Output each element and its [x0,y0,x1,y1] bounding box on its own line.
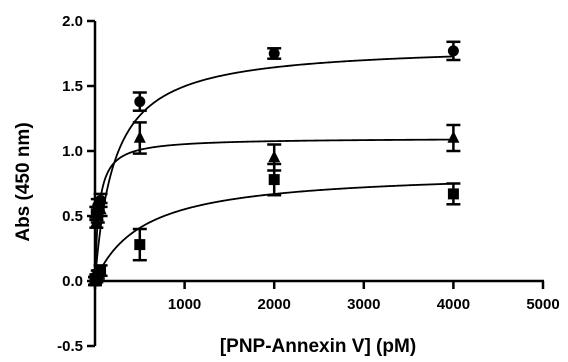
data-point-circle [268,48,280,59]
y-tick-label: -0.5 [57,338,83,355]
x-tick-label: 5000 [526,296,559,313]
data-point-triangle [90,215,103,228]
data-markers [89,45,460,287]
data-point-triangle [447,130,460,143]
x-tick-label: 4000 [437,296,470,313]
y-tick-label: 1.0 [62,143,83,160]
data-point-triangle [268,150,281,163]
x-tick-label: 1000 [168,296,201,313]
data-point-square [447,188,459,200]
y-tick-label: 1.5 [62,78,83,95]
data-point-triangle [94,202,107,215]
fit-curve-square [94,182,454,282]
y-axis-title: Abs (450 nm) [13,122,34,241]
y-tick-label: 0.5 [62,208,83,225]
fit-curve-triangle [94,138,454,281]
data-point-circle [134,96,146,108]
data-point-square [134,239,146,251]
data-point-square [95,265,107,277]
x-axis: 1000 2000 3000 4000 5000 [93,279,560,313]
data-point-triangle [133,130,146,143]
y-tick-label: 2.0 [62,13,83,30]
y-axis: -0.5 0.0 0.5 1.0 1.5 2.0 [57,13,97,355]
y-tick-label: 0.0 [62,273,83,290]
data-point-circle [447,45,459,57]
x-tick-label: 2000 [258,296,291,313]
x-tick-label: 3000 [347,296,380,313]
data-point-square [268,174,280,186]
data-point-triangle [91,208,104,221]
x-axis-title: [PNP-Annexin V] (pM) [220,336,416,357]
data-point-circle [95,194,107,206]
